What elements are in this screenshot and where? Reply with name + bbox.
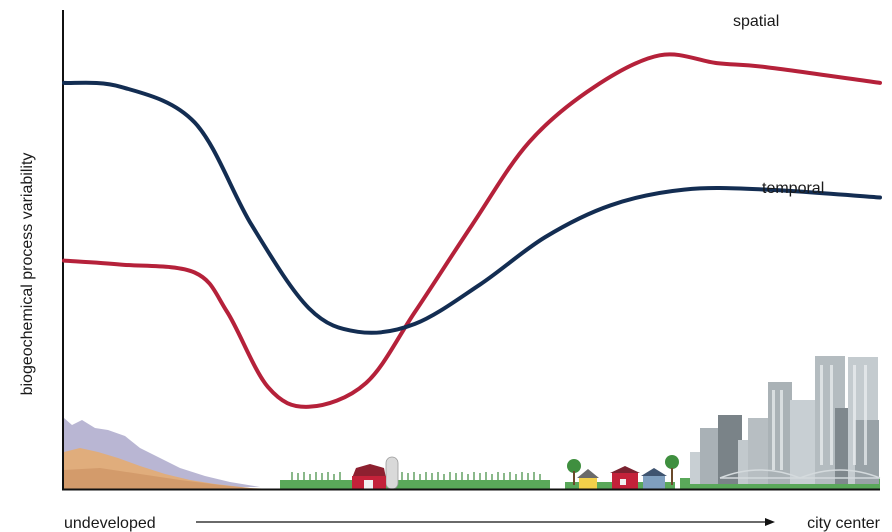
series-line-temporal [62,80,882,335]
suburb-houses-illustration [565,455,679,489]
y-axis-label: biogeochemical process variability [19,153,36,396]
x-axis-arrow [196,518,775,526]
mountains-illustration [64,418,272,489]
series-label-temporal: temporal [762,180,824,197]
series-line-spatial [62,52,882,409]
farm-illustration [280,456,550,490]
x-axis-label-left: undeveloped [64,515,156,532]
series-label-spatial: spatial [733,13,779,30]
x-axis-label-right: city center [807,515,881,532]
city-skyline-illustration [680,356,880,489]
bridge-illustration [719,469,881,479]
